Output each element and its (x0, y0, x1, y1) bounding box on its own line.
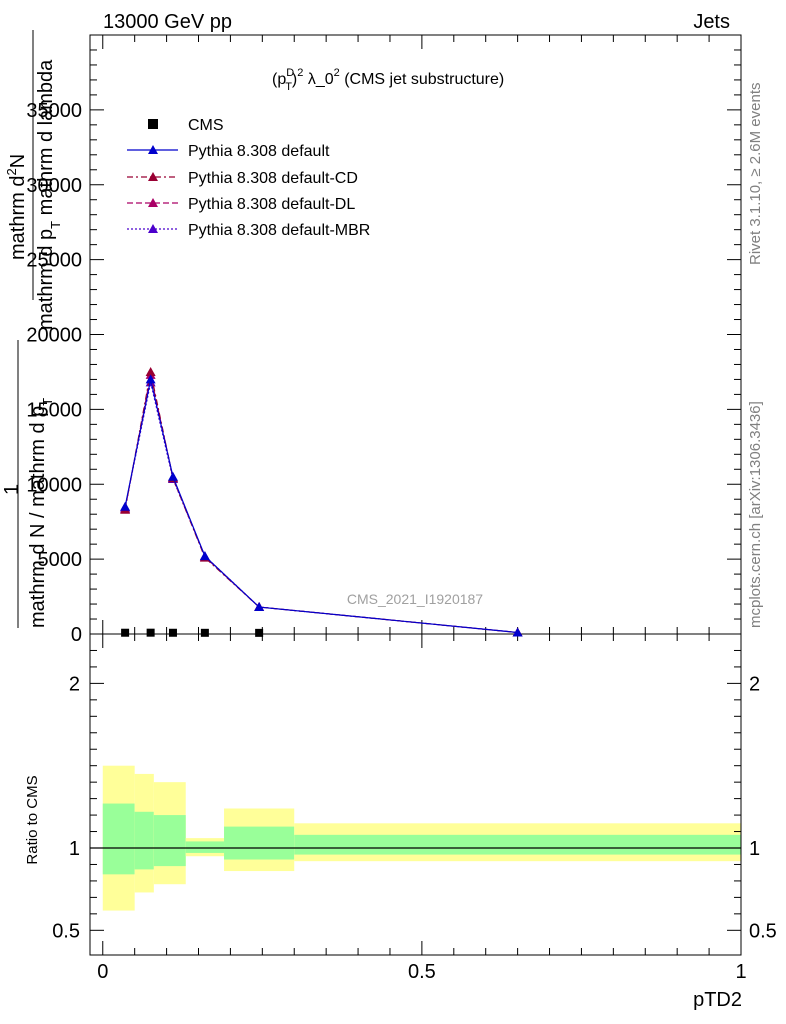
mcplots-info: mcplots.cern.ch [arXiv:1306.3436] (747, 401, 764, 628)
analysis-watermark: CMS_2021_I1920187 (347, 591, 483, 607)
top-y-tick-label: 5000 (38, 549, 83, 571)
x-tick-label: 0.5 (408, 961, 436, 983)
energy-label: 13000 GeV pp (103, 11, 232, 33)
plot-title: (pD T)2 λ_02 (CMS jet substructure) (272, 67, 504, 93)
legend-marker (148, 198, 158, 207)
ylabel-denominator: mathrm d N / mathrm d pT (27, 398, 55, 628)
ratio-y-tick-label-right: 0.5 (749, 920, 777, 942)
process-label: Jets (693, 11, 730, 33)
legend-label: CMS (188, 117, 224, 134)
cms-data-point (255, 628, 264, 637)
rivet-info: Rivet 3.1.10, ≥ 2.6M events (747, 83, 764, 266)
top-y-tick-label: 30000 (26, 175, 82, 197)
series-marker-2 (145, 366, 156, 376)
top-y-tick-label: 20000 (26, 325, 82, 347)
legend-label: Pythia 8.308 default-DL (188, 196, 355, 213)
cms-data-point (200, 628, 209, 637)
ratio-frame (89, 633, 742, 956)
ylabel-one: 1 (1, 484, 23, 495)
ylabel-line1: mathrm d2N (4, 154, 29, 260)
legend-marker (148, 172, 158, 181)
legend-marker-cms (148, 119, 158, 129)
ratio-y-tick-label-right: 1 (749, 838, 760, 860)
ratio-ylabel: Ratio to CMS (24, 775, 41, 864)
legend-marker (148, 224, 158, 233)
top-y-tick-label: 0 (71, 624, 82, 646)
series-marker-1 (167, 471, 178, 481)
ratio-y-tick-label: 2 (69, 673, 80, 695)
x-axis-label: pTD2 (693, 989, 742, 1011)
series-marker-1 (199, 551, 210, 561)
top-y-tick-label: 25000 (26, 250, 82, 272)
cms-data-point (121, 628, 130, 637)
legend-marker (148, 145, 158, 154)
ratio-y-tick-label: 0.5 (52, 920, 80, 942)
legend-label: Pythia 8.308 default (188, 143, 330, 160)
series-marker-1 (145, 374, 156, 384)
ratio-band-inner (134, 811, 154, 870)
series-marker-1 (120, 501, 131, 511)
legend-label: Pythia 8.308 default-MBR (188, 222, 370, 239)
top-y-tick-label: 15000 (26, 399, 82, 421)
series-marker-1 (512, 627, 523, 637)
top-y-tick-label: 10000 (26, 474, 82, 496)
ratio-bands (90, 765, 741, 911)
x-tick-label: 0 (97, 961, 108, 983)
legend-label: Pythia 8.308 default-CD (188, 170, 358, 187)
legend: CMS Pythia 8.308 default Pythia 8.308 defa… (127, 117, 370, 239)
ratio-band-inner (185, 841, 225, 853)
x-tick-label: 1 (735, 961, 746, 983)
ratio-y-tick-label: 1 (69, 838, 80, 860)
ylabel-line2: mathrm d pT mathrm d lambda (35, 59, 63, 330)
ratio-band-inner (224, 826, 295, 860)
series-marker-1 (254, 602, 265, 612)
ratio-band-inner (294, 834, 741, 855)
series-line-1 (124, 379, 518, 634)
top-y-tick-label: 35000 (26, 100, 82, 122)
ratio-y-tick-label-right: 2 (749, 673, 760, 695)
ratio-band-inner (102, 803, 135, 875)
cms-data-point (168, 628, 177, 637)
top-ylabel: mathrm d2N mathrm d pT mathrm d lambda 1… (1, 30, 63, 628)
cms-data-point (146, 628, 155, 637)
ratio-band-inner (153, 815, 186, 867)
